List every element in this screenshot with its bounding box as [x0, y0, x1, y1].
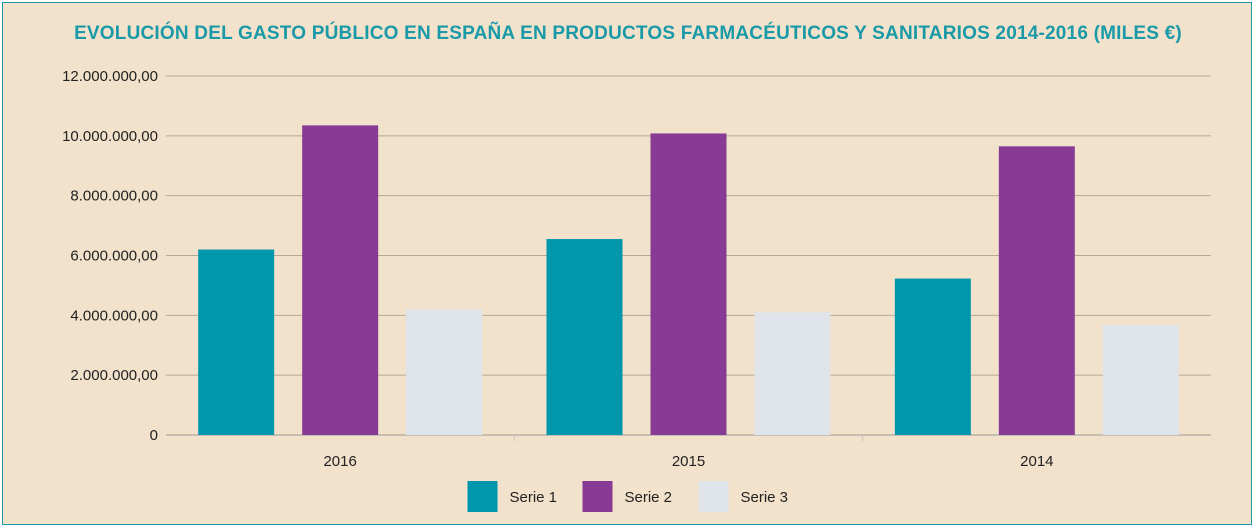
bar — [198, 249, 275, 435]
y-tick-label: 10.000.000,00 — [62, 128, 158, 145]
y-tick-label: 8.000.000,00 — [70, 188, 158, 205]
bar — [650, 133, 727, 435]
bar — [406, 309, 483, 435]
bar — [894, 278, 971, 435]
x-tick-label: 2016 — [323, 453, 356, 470]
y-tick-label: 2.000.000,00 — [70, 367, 158, 384]
bar — [302, 125, 379, 436]
x-tick-label: 2014 — [1020, 453, 1053, 470]
y-tick-label: 4.000.000,00 — [70, 307, 158, 324]
bar — [1102, 324, 1179, 435]
bar — [546, 239, 623, 435]
y-tick-label: 12.000.000,00 — [62, 68, 158, 85]
x-tick-label: 2015 — [672, 453, 705, 470]
y-tick-label: 6.000.000,00 — [70, 248, 158, 265]
bar — [998, 146, 1075, 435]
chart-title: EVOLUCIÓN DEL GASTO PÚBLICO EN ESPAÑA EN… — [74, 23, 1182, 44]
legend-swatch — [698, 481, 729, 512]
bar-chart: 0 2.000.000,00 4.000.000,00 6.000.000,00 8.0… — [62, 68, 1211, 512]
legend-label: Serie 1 — [510, 489, 558, 506]
bar — [754, 312, 831, 435]
legend-swatch — [467, 481, 498, 512]
legend-label: Serie 2 — [625, 489, 673, 506]
legend-label: Serie 3 — [741, 489, 789, 506]
y-tick-label: 0 — [150, 427, 158, 444]
legend-swatch — [582, 481, 613, 512]
